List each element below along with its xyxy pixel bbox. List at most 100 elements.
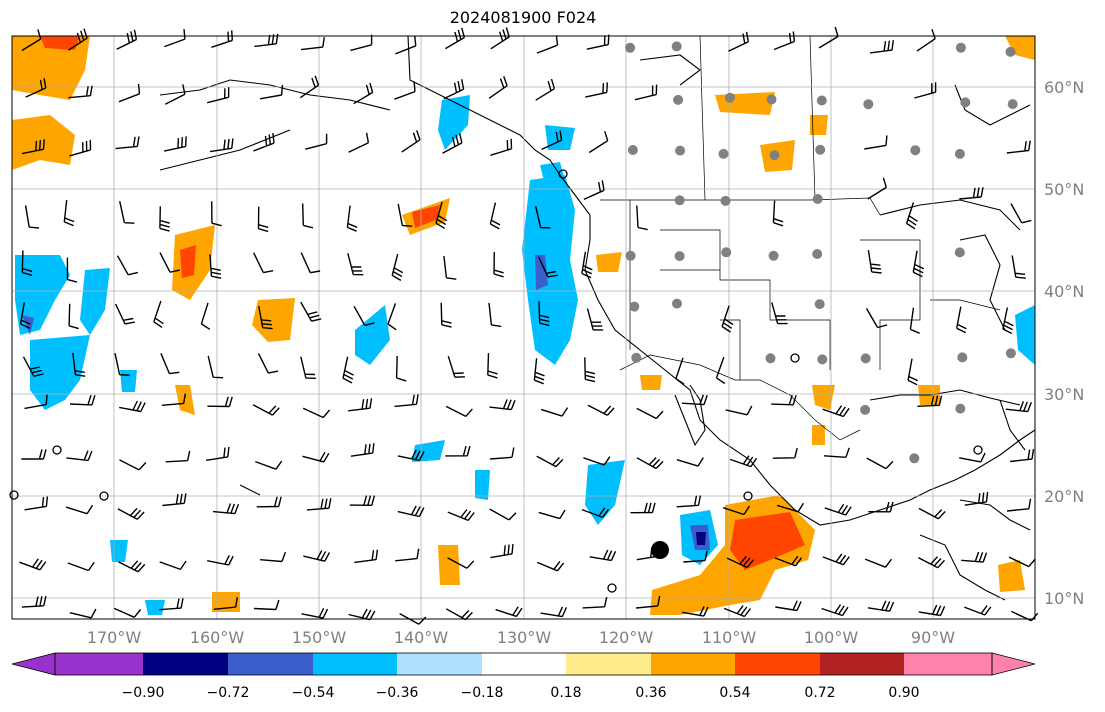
wind-barb <box>918 507 946 520</box>
lat-label-10n: 10°N <box>1044 589 1084 608</box>
wind-barb <box>445 27 466 50</box>
wind-barb <box>918 604 946 617</box>
wind-barb <box>162 493 187 507</box>
station-dot <box>863 99 874 110</box>
station-dot <box>629 301 640 312</box>
wind-barb <box>541 130 563 151</box>
lat-label-30n: 30°N <box>1044 385 1084 404</box>
wind-barb <box>348 608 376 621</box>
wind-barb <box>489 399 516 411</box>
wind-barb <box>540 407 569 417</box>
map-background <box>12 36 1035 619</box>
wind-barb <box>114 303 136 325</box>
wind-barb <box>116 255 139 276</box>
wind-barb <box>443 79 465 100</box>
wind-barb <box>774 555 803 567</box>
wind-barb <box>119 459 147 471</box>
colorbar-tick-label: −0.54 <box>292 685 335 701</box>
wind-barb <box>19 558 47 571</box>
station-dot <box>817 354 828 365</box>
lon-label-160w: 160°W <box>190 628 245 647</box>
wind-barb <box>867 600 895 612</box>
wind-barb <box>490 543 514 559</box>
wind-barb <box>257 353 279 374</box>
wind-barb <box>119 201 135 224</box>
wind-barb <box>583 180 605 201</box>
wind-barb <box>447 509 475 522</box>
wind-barb <box>395 548 420 562</box>
colorbar-bin <box>482 653 566 675</box>
wind-barb <box>164 84 186 105</box>
lat-label-60n: 60°N <box>1044 78 1084 97</box>
wind-barb <box>823 447 850 458</box>
colorbar-tick-label: 0.54 <box>719 685 750 701</box>
wind-barb <box>488 302 502 328</box>
station-dot <box>625 42 636 53</box>
wind-barb <box>959 187 984 200</box>
wind-barb <box>394 394 419 408</box>
wind-barb <box>21 250 33 276</box>
wind-barb <box>586 308 604 331</box>
wind-barb <box>445 446 471 457</box>
wind-barb <box>21 595 47 608</box>
wind-barb <box>490 138 513 156</box>
wind-barb <box>69 608 97 619</box>
wind-barb <box>25 78 47 98</box>
map-title: 2024081900 F024 <box>449 8 597 27</box>
wind-barb <box>68 28 88 51</box>
wind-barb <box>212 503 240 515</box>
wind-barb <box>66 257 78 283</box>
wind-barb <box>772 200 784 227</box>
wind-barb <box>681 606 709 617</box>
wind-barb <box>489 508 517 521</box>
wind-barb <box>354 549 379 564</box>
wind-barb <box>348 398 373 412</box>
wind-barb <box>256 496 282 508</box>
wind-barb <box>300 301 322 322</box>
wind-barb <box>729 455 758 468</box>
wind-barb <box>211 30 233 48</box>
wind-barb <box>582 596 608 609</box>
wind-barb <box>342 356 354 384</box>
wind-barb <box>635 595 661 609</box>
station-dot <box>1005 348 1016 359</box>
wind-barb <box>1008 556 1036 568</box>
wind-barb <box>728 31 749 52</box>
wind-barb <box>67 561 95 572</box>
station-dot <box>960 97 971 108</box>
wind-barb <box>495 606 523 618</box>
wind-barb <box>772 447 798 459</box>
wind-barb <box>1010 449 1035 463</box>
coastlines <box>159 35 1036 601</box>
wind-barb <box>538 509 566 520</box>
wind-barb <box>21 449 47 460</box>
lon-axis: 170°W 160°W 150°W 140°W 130°W 120°W 110°… <box>87 628 955 647</box>
wind-barbs <box>19 26 1039 625</box>
station-markers <box>625 41 1018 464</box>
wind-barb <box>303 550 331 562</box>
wind-barb <box>636 407 664 420</box>
wind-barb <box>909 307 920 334</box>
wind-barb <box>159 206 170 232</box>
wind-barb <box>538 256 558 278</box>
wind-barb <box>722 505 751 516</box>
lon-label-110w: 110°W <box>702 628 757 647</box>
wind-barb <box>676 495 702 508</box>
colorbar-extend-low <box>11 652 56 676</box>
station-dot <box>909 453 920 464</box>
wind-barb <box>160 353 180 375</box>
wind-barb <box>907 358 919 386</box>
lon-label-150w: 150°W <box>292 628 347 647</box>
station-dot <box>672 298 682 309</box>
wind-barb <box>24 496 49 511</box>
wind-barb <box>676 457 704 467</box>
colorbar-bin <box>143 653 228 675</box>
wind-barb <box>159 598 184 611</box>
wind-barb <box>302 407 331 419</box>
wind-barb <box>69 139 92 157</box>
wind-barb <box>207 554 234 566</box>
station-dot <box>631 352 642 363</box>
wind-barb <box>69 394 96 406</box>
station-dot <box>768 250 779 261</box>
wind-barb <box>1006 140 1031 154</box>
